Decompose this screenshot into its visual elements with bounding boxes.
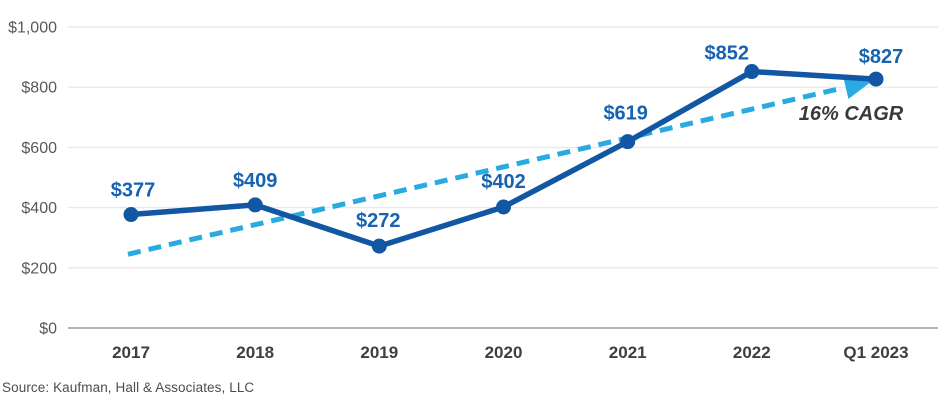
trend-arrowhead xyxy=(842,75,872,99)
data-point-q1-2023 xyxy=(868,71,884,87)
data-point-label: $409 xyxy=(233,170,278,192)
data-point-2019 xyxy=(371,238,387,254)
y-axis-tick-label: $400 xyxy=(21,200,57,217)
trend-line xyxy=(127,85,845,257)
data-point-2020 xyxy=(496,199,511,215)
data-point-label: $402 xyxy=(481,171,526,193)
x-axis-tick-label: 2021 xyxy=(609,343,647,362)
y-axis-tick-label: $1,000 xyxy=(8,20,57,37)
data-point-label: $272 xyxy=(356,210,401,232)
data-point-2021 xyxy=(620,134,636,150)
data-point-label: $377 xyxy=(111,180,156,202)
y-axis-tick-label: $200 xyxy=(21,260,57,277)
cagr-label: 16% CAGR xyxy=(799,103,904,125)
data-point-2017 xyxy=(123,207,139,223)
x-axis-tick-label: 2020 xyxy=(485,343,523,362)
data-point-label: $852 xyxy=(705,43,750,65)
data-point-label: $827 xyxy=(859,46,904,68)
x-axis-tick-label: 2018 xyxy=(236,343,274,362)
source-note: Source: Kaufman, Hall & Associates, LLC xyxy=(2,380,255,395)
data-point-label: $619 xyxy=(603,103,648,125)
data-point-2018 xyxy=(247,197,263,213)
y-axis-tick-label: $800 xyxy=(21,80,57,97)
x-axis-tick-label: Q1 2023 xyxy=(843,343,908,362)
x-axis-tick-label: 2019 xyxy=(360,343,398,362)
x-axis-tick-label: 2022 xyxy=(733,343,771,362)
x-axis-tick-label: 2017 xyxy=(112,343,150,362)
y-axis-tick-label: $0 xyxy=(39,321,57,338)
data-point-2022 xyxy=(744,64,760,80)
series-line xyxy=(128,68,879,249)
y-axis-tick-label: $600 xyxy=(21,140,57,157)
